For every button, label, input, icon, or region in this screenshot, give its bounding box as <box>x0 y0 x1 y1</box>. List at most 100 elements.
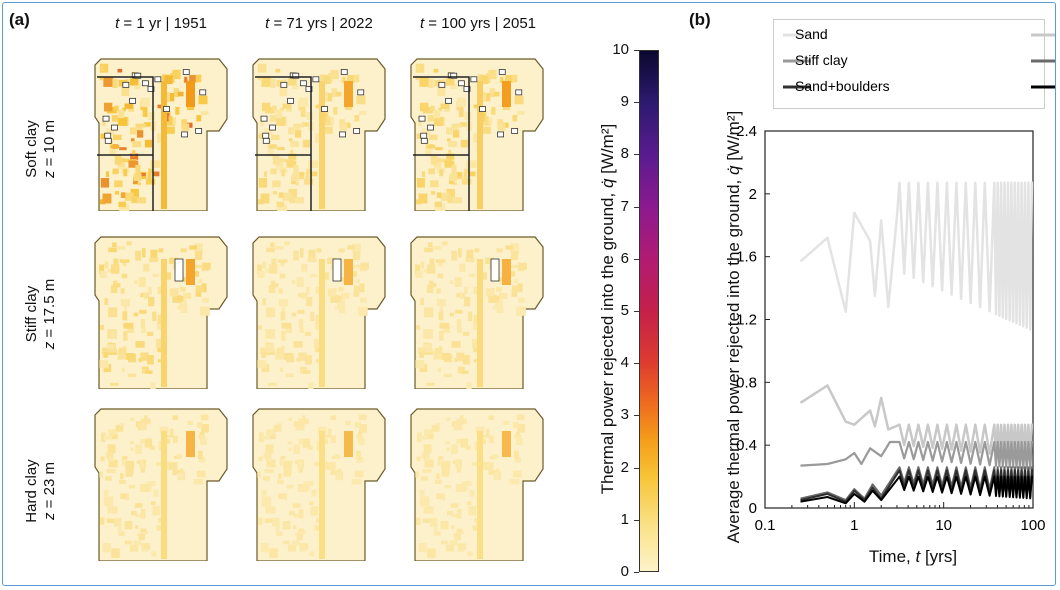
building-cell <box>358 111 367 115</box>
building-cell <box>491 107 496 115</box>
building-cell <box>136 130 144 138</box>
building-cell <box>202 262 211 270</box>
building-cell <box>360 262 369 270</box>
zone-outline <box>255 76 312 211</box>
building-cell <box>176 306 184 310</box>
building-cell <box>138 277 146 288</box>
building-cell <box>115 424 124 432</box>
building-cell <box>303 370 311 374</box>
building-cell <box>147 171 152 182</box>
building-cell <box>428 78 434 89</box>
legend-label: Sand <box>795 26 828 42</box>
building-cell <box>307 257 317 263</box>
building-cell <box>445 544 455 552</box>
building-cell <box>436 288 441 294</box>
building-cell <box>293 444 300 455</box>
map-r3-c2 <box>252 408 386 561</box>
building-cell <box>278 158 287 163</box>
building-cell <box>518 297 525 303</box>
building-cell <box>435 423 441 427</box>
building-cell <box>286 160 297 168</box>
building-cell <box>467 551 473 557</box>
building-cell <box>342 76 346 83</box>
building-cell <box>279 367 284 372</box>
building-cell <box>296 358 301 362</box>
building-cell <box>105 452 109 459</box>
building-cell <box>449 280 454 284</box>
building-cell <box>112 280 118 291</box>
building-cell <box>326 116 331 121</box>
building-cell <box>438 311 444 321</box>
building-cell <box>261 496 272 506</box>
building-cell <box>436 493 443 500</box>
building-cell <box>306 480 314 487</box>
river-strip <box>161 431 167 559</box>
building-cell <box>99 75 103 81</box>
building-cell <box>282 540 290 545</box>
building-cell <box>442 493 446 501</box>
building-cell <box>165 434 174 438</box>
building-cell <box>485 257 495 265</box>
building-cell <box>176 454 183 459</box>
building-cell <box>468 506 476 516</box>
building-cell <box>111 264 120 274</box>
building-cell <box>468 273 475 278</box>
hot-block <box>344 81 353 107</box>
building-cell <box>428 242 433 248</box>
building-cell <box>505 74 514 83</box>
series-line-limestone <box>800 475 1033 505</box>
building-cell <box>416 325 421 330</box>
building-cell <box>293 513 301 518</box>
building-cell <box>510 251 519 261</box>
excluded-block <box>463 86 471 92</box>
building-cell <box>150 382 156 389</box>
colorbar-tick-label: 0 <box>620 563 629 580</box>
building-cell <box>517 423 525 433</box>
y-tick-label: 2 <box>749 186 757 203</box>
building-cell <box>270 242 275 248</box>
column-title-2-text: = 71 yrs | 2022 <box>269 15 373 32</box>
building-cell <box>264 518 274 524</box>
building-cell <box>419 77 430 87</box>
building-cell <box>268 144 278 149</box>
building-cell <box>293 525 297 529</box>
colorbar-tick-label: 7 <box>620 197 629 215</box>
building-cell <box>138 533 146 541</box>
building-cell <box>194 243 203 254</box>
building-cell <box>475 426 485 434</box>
building-cell <box>180 305 188 314</box>
building-cell <box>453 422 463 431</box>
building-cell <box>317 426 327 434</box>
building-cell <box>353 74 360 83</box>
building-cell <box>291 280 296 284</box>
building-cell <box>500 76 504 83</box>
building-cell <box>439 322 450 329</box>
building-cell <box>108 247 117 253</box>
building-cell <box>334 454 341 459</box>
building-cell <box>200 414 209 421</box>
building-cell <box>480 91 486 101</box>
excluded-block <box>102 115 110 122</box>
building-cell <box>458 546 466 551</box>
building-cell <box>509 264 519 268</box>
building-cell <box>144 139 152 148</box>
excluded-block <box>147 86 155 92</box>
building-cell <box>281 322 292 329</box>
building-cell <box>140 438 147 444</box>
building-cell <box>457 543 467 549</box>
building-cell <box>165 112 170 122</box>
building-cell <box>484 462 494 470</box>
building-cell <box>157 347 165 353</box>
building-cell <box>505 245 513 250</box>
building-cell <box>103 77 114 87</box>
colorbar-tick <box>634 467 639 469</box>
building-cell <box>261 489 267 496</box>
building-cell <box>168 462 178 470</box>
building-cell <box>314 322 321 330</box>
building-cell <box>288 447 292 451</box>
building-cell <box>296 533 304 541</box>
building-cell <box>158 248 164 253</box>
building-cell <box>356 434 364 439</box>
building-cell <box>133 312 139 317</box>
building-cell <box>421 171 425 178</box>
